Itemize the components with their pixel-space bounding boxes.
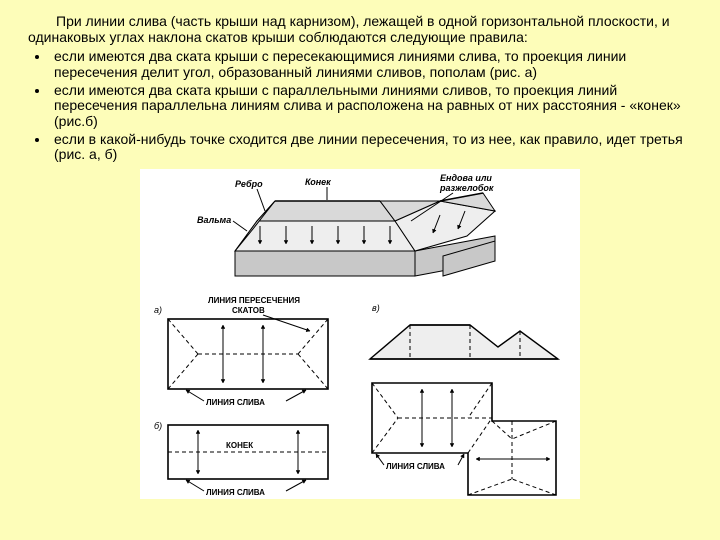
rules-list: если имеются два ската крыши с пересекаю…: [28, 49, 692, 163]
svg-text:Конек: Конек: [305, 177, 331, 187]
intro-paragraph: При линии слива (часть крыши над карнизо…: [28, 14, 692, 45]
list-item: если в какой-нибудь точке сходится две л…: [50, 132, 692, 163]
roof-diagram: Конек Ребро Вальма Ендова илиразжелобок а) ЛИ…: [140, 169, 580, 499]
svg-text:СКАТОВ: СКАТОВ: [232, 306, 265, 315]
svg-text:ЛИНИЯ СЛИВА: ЛИНИЯ СЛИВА: [206, 488, 265, 497]
svg-text:в): в): [372, 303, 380, 313]
svg-text:Ребро: Ребро: [235, 179, 263, 189]
svg-text:б): б): [154, 421, 162, 431]
list-item: если имеются два ската крыши с пересекаю…: [50, 49, 692, 80]
svg-text:Ендова или: Ендова или: [440, 173, 492, 183]
svg-text:ЛИНИЯ СЛИВА: ЛИНИЯ СЛИВА: [386, 462, 445, 471]
svg-text:разжелобок: разжелобок: [439, 183, 494, 193]
svg-text:а): а): [154, 305, 162, 315]
roof-diagram-svg: Конек Ребро Вальма Ендова илиразжелобок а) ЛИ…: [140, 169, 580, 499]
list-item: если имеются два ската крыши с параллель…: [50, 83, 692, 130]
svg-text:КОНЕК: КОНЕК: [226, 441, 253, 450]
svg-text:ЛИНИЯ ПЕРЕСЕЧЕНИЯ: ЛИНИЯ ПЕРЕСЕЧЕНИЯ: [208, 296, 300, 305]
svg-text:Вальма: Вальма: [197, 215, 231, 225]
svg-text:ЛИНИЯ СЛИВА: ЛИНИЯ СЛИВА: [206, 398, 265, 407]
